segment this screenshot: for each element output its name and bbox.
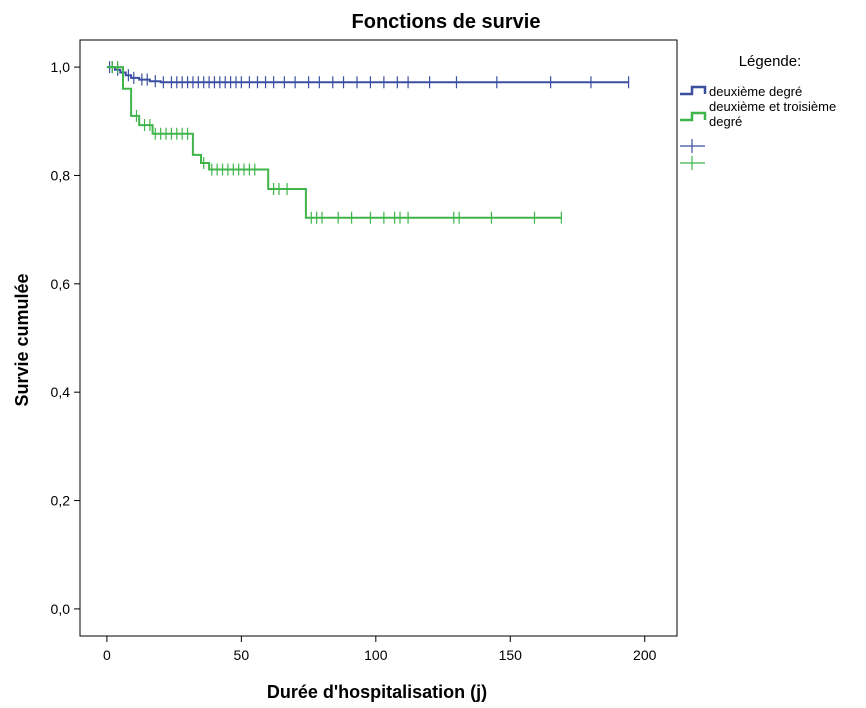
series-group — [106, 61, 630, 224]
x-tick-label: 150 — [499, 647, 523, 663]
legend-label-line-1: deuxième et troisième — [709, 99, 836, 114]
y-axis-label: Survie cumulée — [12, 273, 32, 406]
plot-frame-group — [79, 39, 678, 637]
legend-label-1: deuxième degré — [709, 84, 802, 99]
y-tick-label: 0,6 — [51, 276, 71, 292]
legend-label-2: deuxième et troisième degré — [709, 99, 836, 129]
x-tick-label: 50 — [234, 647, 250, 663]
chart-title: Fonctions de survie — [352, 11, 541, 33]
y-tick-label: 1,0 — [51, 59, 71, 75]
x-tick-label: 0 — [103, 647, 111, 663]
y-tick-label: 0,2 — [51, 493, 71, 509]
legend-label-line-2: degré — [709, 114, 742, 129]
x-axis-label: Durée d'hospitalisation (j) — [267, 682, 487, 702]
legend-step-swatch-2 — [680, 111, 707, 122]
series-line-2 — [106, 66, 562, 219]
legend-title: Légende: — [739, 53, 802, 70]
legend-step-swatch-1 — [680, 85, 707, 96]
x-tick-label: 100 — [364, 647, 388, 663]
plot-frame — [79, 39, 678, 637]
y-tick-label: 0,8 — [51, 167, 71, 183]
axes-group: 0 50 100 150 200 0,0 0,2 0,4 0,6 0,8 1,0 — [51, 59, 657, 663]
y-tick-label: 0,4 — [51, 384, 71, 400]
y-tick-label: 0,0 — [51, 601, 71, 617]
x-tick-label: 200 — [633, 647, 657, 663]
